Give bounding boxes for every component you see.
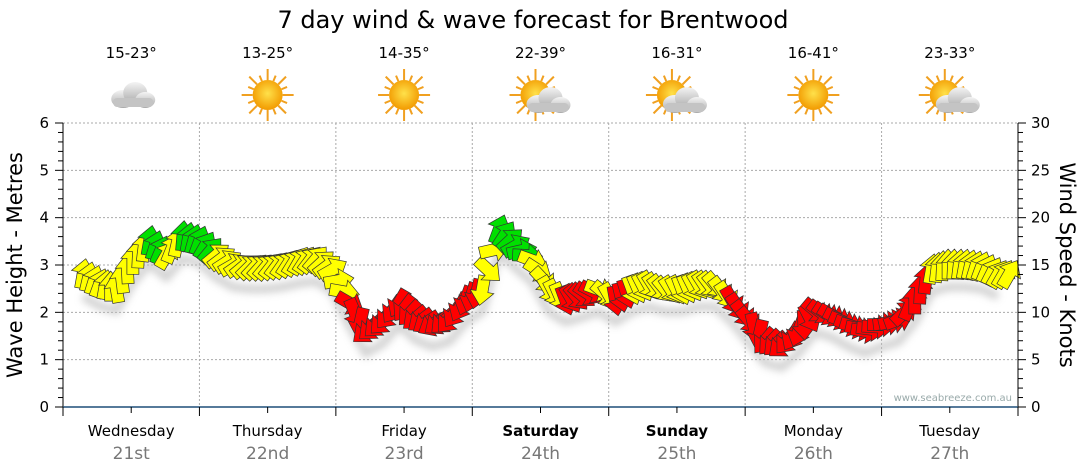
right-tick-label: 5 — [1031, 351, 1041, 369]
chart-title: 7 day wind & wave forecast for Brentwood — [277, 6, 788, 34]
day-name: Wednesday — [88, 422, 175, 440]
day-temp-range: 14-35° — [379, 44, 430, 62]
axes: 0 1 2 3 4 5 6 0 5 10 15 20 25 30 Wednesday 21st Thursday… — [39, 114, 1050, 464]
partly-cloudy-icon — [645, 69, 707, 121]
wind-arrow — [472, 255, 500, 281]
left-tick-label: 0 — [39, 398, 49, 416]
sunny-icon — [378, 69, 431, 121]
watermark: www.seabreeze.com.au — [894, 393, 1012, 404]
day-temp-range: 16-41° — [788, 44, 839, 62]
day-date: 22nd — [246, 444, 289, 464]
day-temp-range: 22-39° — [515, 44, 566, 62]
cloudy-icon — [111, 82, 156, 108]
right-tick-label: 30 — [1031, 114, 1050, 132]
day-name: Sunday — [646, 422, 709, 440]
day-date: 21st — [113, 444, 150, 464]
day-name: Saturday — [502, 422, 579, 440]
day-date: 26th — [794, 444, 833, 464]
day-date: 23rd — [385, 444, 424, 464]
right-tick-label: 10 — [1031, 303, 1050, 321]
left-tick-label: 4 — [39, 209, 49, 227]
day-temp-range: 23-33° — [924, 44, 975, 62]
wind-arrow — [996, 260, 1021, 291]
left-tick-label: 6 — [39, 114, 49, 132]
wind-arrow — [469, 274, 495, 306]
left-tick-label: 3 — [39, 256, 49, 274]
right-tick-label: 15 — [1031, 256, 1050, 274]
left-tick-label: 1 — [39, 351, 49, 369]
wind-arrows — [70, 214, 1021, 357]
day-date: 27th — [930, 444, 969, 464]
right-tick-label: 0 — [1031, 398, 1041, 416]
partly-cloudy-icon — [918, 69, 980, 121]
partly-cloudy-icon — [509, 69, 571, 121]
day-temp-range: 16-31° — [651, 44, 702, 62]
day-name: Friday — [381, 422, 427, 440]
day-name: Monday — [784, 422, 843, 440]
right-axis-title: Wind Speed - Knots — [1055, 162, 1079, 367]
left-tick-label: 2 — [39, 303, 49, 321]
day-temp-range: 15-23° — [106, 44, 157, 62]
sunny-icon — [241, 69, 294, 121]
left-axis-title: Wave Height - Metres — [3, 152, 27, 378]
day-name: Tuesday — [918, 422, 980, 440]
day-date: 24th — [521, 444, 560, 464]
left-tick-label: 5 — [39, 161, 49, 179]
sunny-icon — [787, 69, 840, 121]
day-name: Thursday — [232, 422, 303, 440]
day-temp-range: 13-25° — [242, 44, 293, 62]
right-tick-label: 20 — [1031, 209, 1050, 227]
weather-icons: 15-23° 13-25° 14-35° 22-39° 16-31° 16-41° 23-3… — [106, 44, 980, 121]
day-date: 25th — [657, 444, 696, 464]
right-tick-label: 25 — [1031, 161, 1050, 179]
